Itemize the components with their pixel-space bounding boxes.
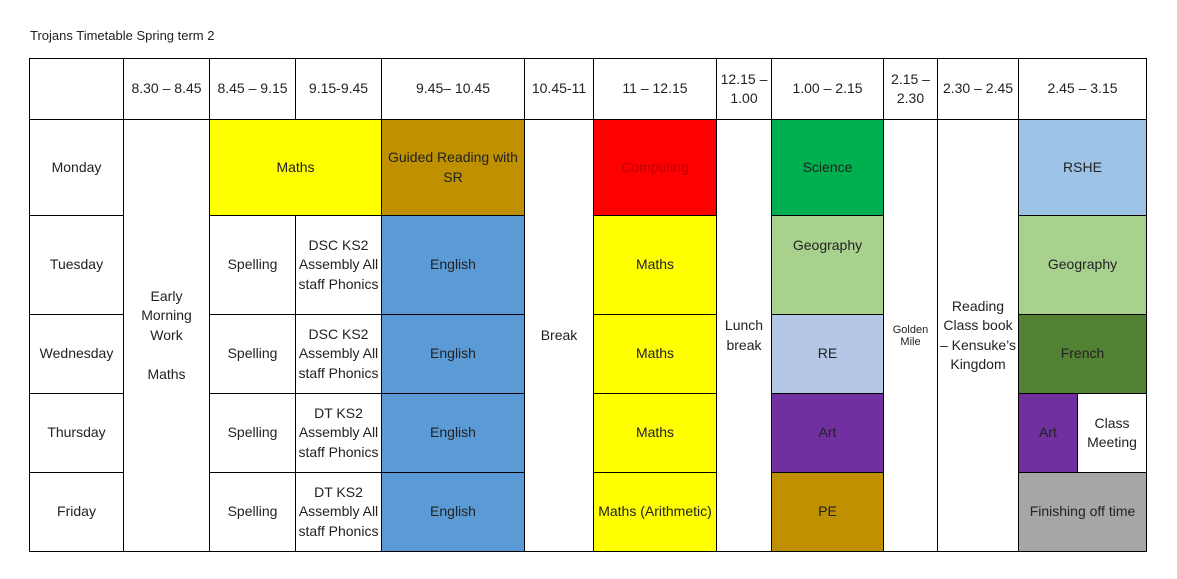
day-wednesday: Wednesday (29, 314, 124, 394)
break-cell: Break (524, 119, 594, 552)
thursday-art-late: Art (1019, 394, 1078, 472)
friday-assembly: DT KS2 Assembly All staff Phonics (295, 472, 382, 552)
tuesday-english: English (381, 215, 525, 315)
wednesday-spelling: Spelling (209, 314, 296, 394)
row-thursday: Thursday Spelling DT KS2 Assembly All st… (29, 393, 1147, 473)
header-cell: 8.45 – 9.15 (209, 58, 296, 120)
wednesday-assembly: DSC KS2 Assembly All staff Phonics (295, 314, 382, 394)
monday-science: Science (771, 119, 884, 216)
row-friday: Friday Spelling DT KS2 Assembly All staf… (29, 472, 1147, 552)
friday-maths: Maths (Arithmetic) (593, 472, 717, 552)
timetable: 8.30 – 8.45 8.45 – 9.15 9.15-9.45 9.45– … (29, 58, 1147, 552)
thursday-maths: Maths (593, 393, 717, 473)
day-tuesday: Tuesday (29, 215, 124, 315)
day-monday: Monday (29, 119, 124, 216)
wednesday-re: RE (771, 314, 884, 394)
wednesday-french: French (1018, 314, 1147, 394)
header-cell: 11 – 12.15 (593, 58, 717, 120)
header-cell: 2.15 – 2.30 (883, 58, 938, 120)
header-cell: 1.00 – 2.15 (771, 58, 884, 120)
early-morning-work-cell: Early Morning Work Maths (123, 119, 210, 552)
header-cell: 9.15-9.45 (295, 58, 382, 120)
monday-computing: Computing (593, 119, 717, 216)
header-cell: 2.45 – 3.15 (1018, 58, 1147, 120)
friday-english: English (381, 472, 525, 552)
thursday-english: English (381, 393, 525, 473)
reading-cell: Reading Class book – Kensuke’s Kingdom (937, 119, 1019, 552)
monday-rshe: RSHE (1018, 119, 1147, 216)
day-thursday: Thursday (29, 393, 124, 473)
wednesday-maths: Maths (593, 314, 717, 394)
thursday-art: Art (771, 393, 884, 473)
header-cell: 2.30 – 2.45 (937, 58, 1019, 120)
tuesday-assembly: DSC KS2 Assembly All staff Phonics (295, 215, 382, 315)
row-monday: Monday Early Morning Work Maths Maths Gu… (29, 119, 1147, 552)
friday-pe: PE (771, 472, 884, 552)
day-friday: Friday (29, 472, 124, 552)
row-tuesday: Tuesday Spelling DSC KS2 Assembly All st… (29, 215, 1147, 315)
tuesday-maths: Maths (593, 215, 717, 315)
thursday-spelling: Spelling (209, 393, 296, 473)
tuesday-spelling: Spelling (209, 215, 296, 315)
thursday-late-split: Art Class Meeting (1018, 393, 1147, 473)
header-cell: 12.15 – 1.00 (716, 58, 772, 120)
page-title: Trojans Timetable Spring term 2 (30, 28, 215, 43)
thursday-assembly: DT KS2 Assembly All staff Phonics (295, 393, 382, 473)
header-cell: 8.30 – 8.45 (123, 58, 210, 120)
row-wednesday: Wednesday Spelling DSC KS2 Assembly All … (29, 314, 1147, 394)
wednesday-english: English (381, 314, 525, 394)
header-row: 8.30 – 8.45 8.45 – 9.15 9.15-9.45 9.45– … (29, 58, 1147, 120)
tuesday-geography: Geography (771, 215, 884, 315)
lunch-cell: Lunch break (716, 119, 772, 552)
friday-spelling: Spelling (209, 472, 296, 552)
monday-guided-reading: Guided Reading with SR (381, 119, 525, 216)
thursday-class-meeting: Class Meeting (1078, 394, 1146, 472)
friday-finishing-off: Finishing off time (1018, 472, 1147, 552)
header-cell: 10.45-11 (524, 58, 594, 120)
header-cell: 9.45– 10.45 (381, 58, 525, 120)
monday-maths: Maths (209, 119, 382, 216)
tuesday-geography-late: Geography (1018, 215, 1147, 315)
corner-cell (29, 58, 124, 120)
golden-mile-cell: Golden Mile (883, 119, 938, 552)
